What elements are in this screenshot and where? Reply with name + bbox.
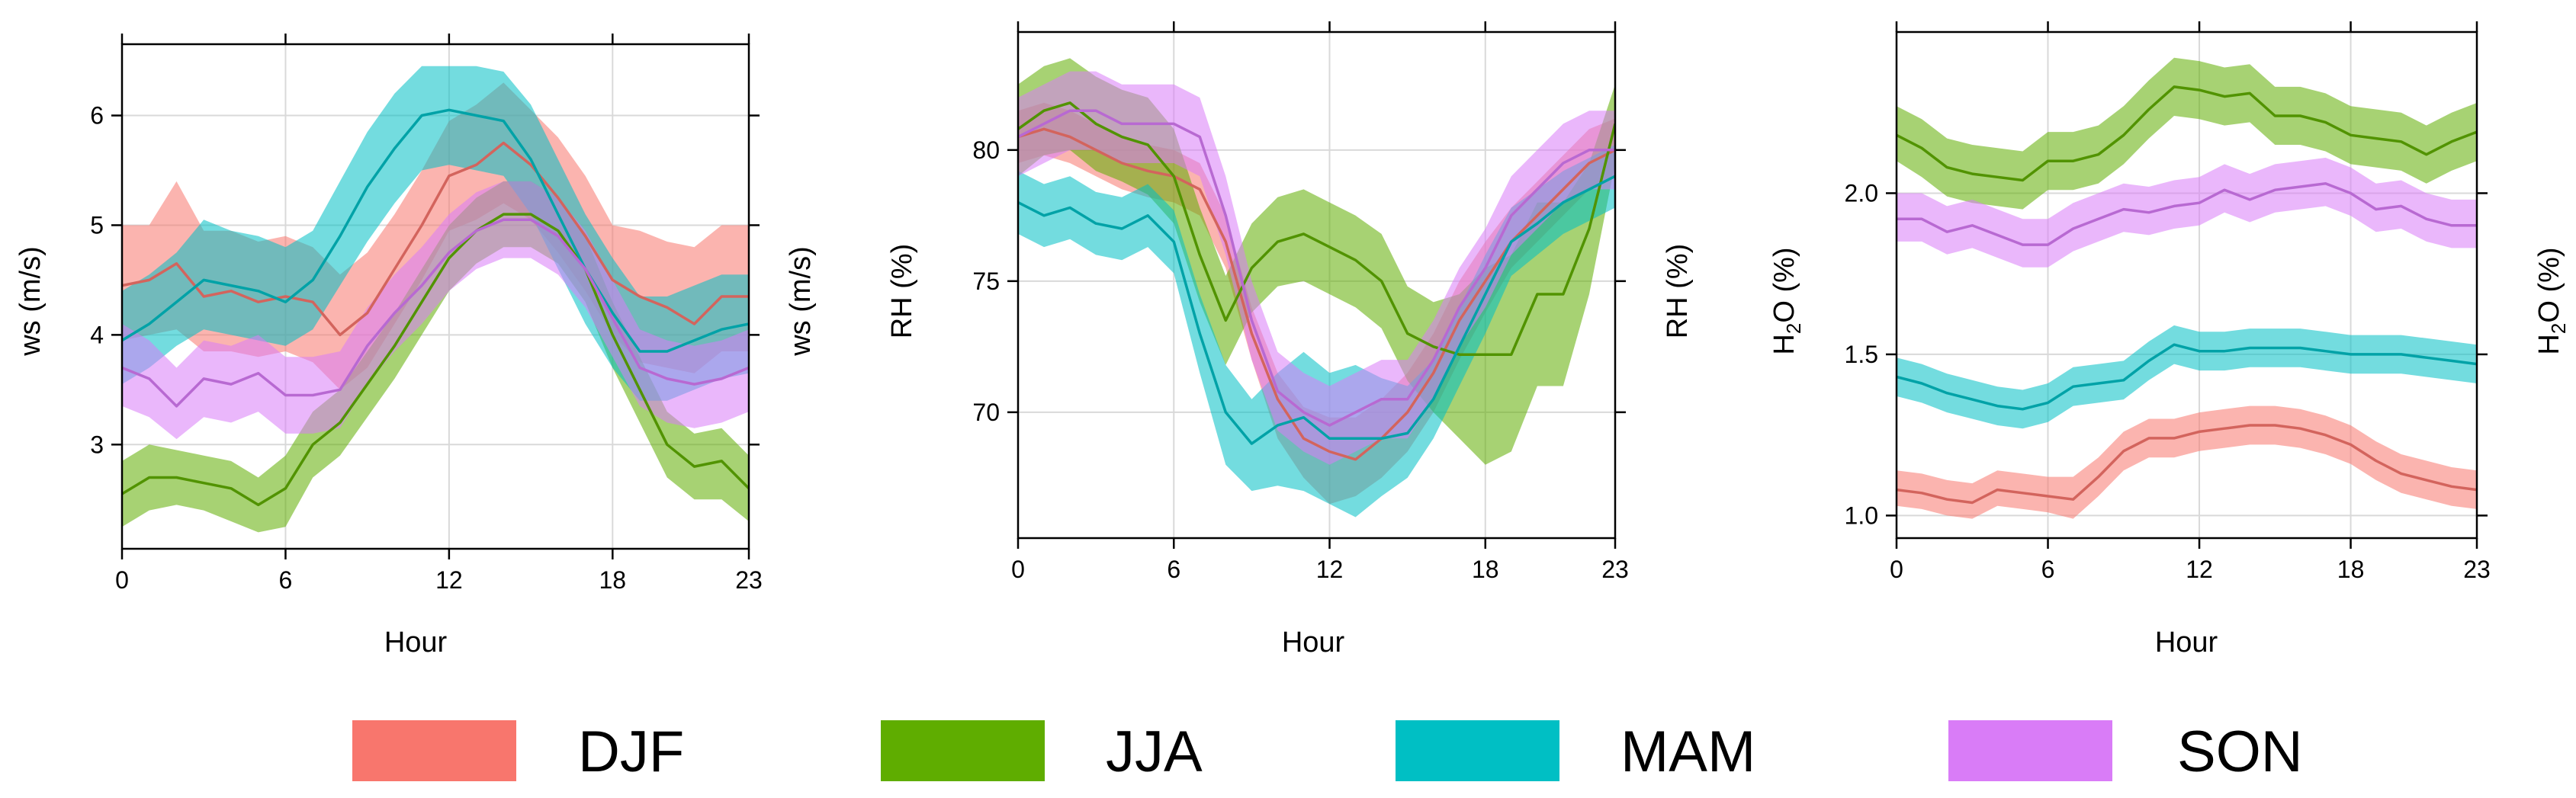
h2o-ribbon-djf [1897, 405, 2477, 519]
rh-y-tick-label-70: 70 [972, 399, 1000, 426]
ws-plot-area: 0 6 12 18 23 3 4 5 6 [90, 34, 763, 594]
rh-x-tick-label-12: 12 [1316, 556, 1344, 583]
rh-line-son [1018, 109, 1615, 427]
h2o-x-tick-label-23: 23 [2463, 556, 2491, 583]
ws-panel: 0 6 12 18 23 3 4 5 6 Hour ws (m/s) ws (m/s) [14, 34, 817, 659]
legend-swatch-mam [1396, 720, 1559, 781]
h2o-panel: 0 6 12 18 23 1.0 1.5 2.0 Hour H2O (%) H2O (%) [1768, 21, 2570, 659]
ws-x-axis-label: Hour [384, 627, 448, 659]
ws-y-tick-label-3: 3 [90, 431, 104, 458]
ws-y-axis-label-right: ws (m/s) [785, 246, 817, 357]
ws-y-tick-label-4: 4 [90, 321, 104, 348]
rh-plot-area: 0 6 12 18 23 70 75 80 [972, 21, 1629, 583]
h2o-plot-frame [1895, 30, 2478, 540]
h2o-y-axis-label: H2O (%) [1768, 247, 1805, 354]
rh-ribbon-mam [1018, 144, 1615, 518]
h2o-y-tick-label-1-5: 1.5 [1845, 341, 1878, 368]
ws-x-tick-label-18: 18 [599, 566, 627, 594]
h2o-line-mam [1897, 343, 2477, 411]
legend-swatch-djf [352, 720, 516, 781]
h2o-y-tick-label-2: 2.0 [1845, 179, 1878, 207]
rh-series-group [1018, 58, 1615, 518]
ws-y-tick-label-5: 5 [90, 211, 104, 239]
h2o-ribbon-jja [1897, 57, 2477, 210]
h2o-x-tick-label-0: 0 [1890, 556, 1903, 583]
rh-y-axis-label: RH (%) [886, 244, 918, 339]
h2o-line-jja [1897, 85, 2477, 182]
ws-x-tick-label-0: 0 [115, 566, 129, 594]
ws-line-jja [122, 213, 749, 507]
rh-x-tick-label-23: 23 [1601, 556, 1629, 583]
h2o-plot-area: 0 6 12 18 23 1.0 1.5 2.0 [1845, 21, 2491, 583]
legend-label-jja: JJA [1106, 719, 1203, 784]
h2o-x-tick-label-6: 6 [2041, 556, 2055, 583]
ws-line-mam [122, 108, 749, 353]
rh-y-axis-label-right: RH (%) [1662, 244, 1694, 339]
h2o-x-tick-label-18: 18 [2337, 556, 2365, 583]
ws-x-tick-label-23: 23 [735, 566, 763, 594]
rh-y-tick-label-75: 75 [972, 268, 1000, 295]
ws-y-tick-label-6: 6 [90, 102, 104, 130]
legend-swatch-jja [881, 720, 1045, 781]
rh-x-tick-label-18: 18 [1472, 556, 1499, 583]
rh-line-jja [1018, 101, 1615, 356]
rh-line-mam [1018, 175, 1615, 445]
rh-y-tick-label-80: 80 [972, 136, 1000, 164]
ws-y-axis-label: ws (m/s) [14, 246, 47, 357]
rh-x-tick-label-0: 0 [1011, 556, 1025, 583]
rh-plot-frame [1017, 30, 1617, 540]
h2o-x-axis-label: Hour [2155, 627, 2218, 659]
h2o-y-axis-label-right: H2O (%) [2533, 247, 2570, 354]
h2o-y-tick-label-1: 1.0 [1845, 502, 1878, 529]
ws-x-tick-label-6: 6 [279, 566, 293, 594]
legend-label-mam: MAM [1620, 719, 1755, 784]
ws-line-son [122, 218, 749, 408]
legend: DJF JJA MAM SON [352, 719, 2303, 784]
ws-plot-frame [120, 43, 750, 550]
h2o-line-son [1897, 182, 2477, 246]
rh-x-tick-label-6: 6 [1167, 556, 1180, 583]
h2o-series-group [1897, 57, 2477, 519]
ws-line-djf [122, 141, 749, 337]
ws-series-group [122, 66, 749, 533]
ws-x-tick-label-12: 12 [435, 566, 463, 594]
rh-panel: 0 6 12 18 23 70 75 80 Hour RH (%) RH (%) [886, 21, 1694, 659]
legend-label-son: SON [2177, 719, 2303, 784]
h2o-line-djf [1897, 424, 2477, 505]
h2o-x-tick-label-12: 12 [2186, 556, 2213, 583]
legend-swatch-son [1948, 720, 2112, 781]
rh-x-axis-label: Hour [1282, 627, 1345, 659]
legend-label-djf: DJF [578, 719, 684, 784]
